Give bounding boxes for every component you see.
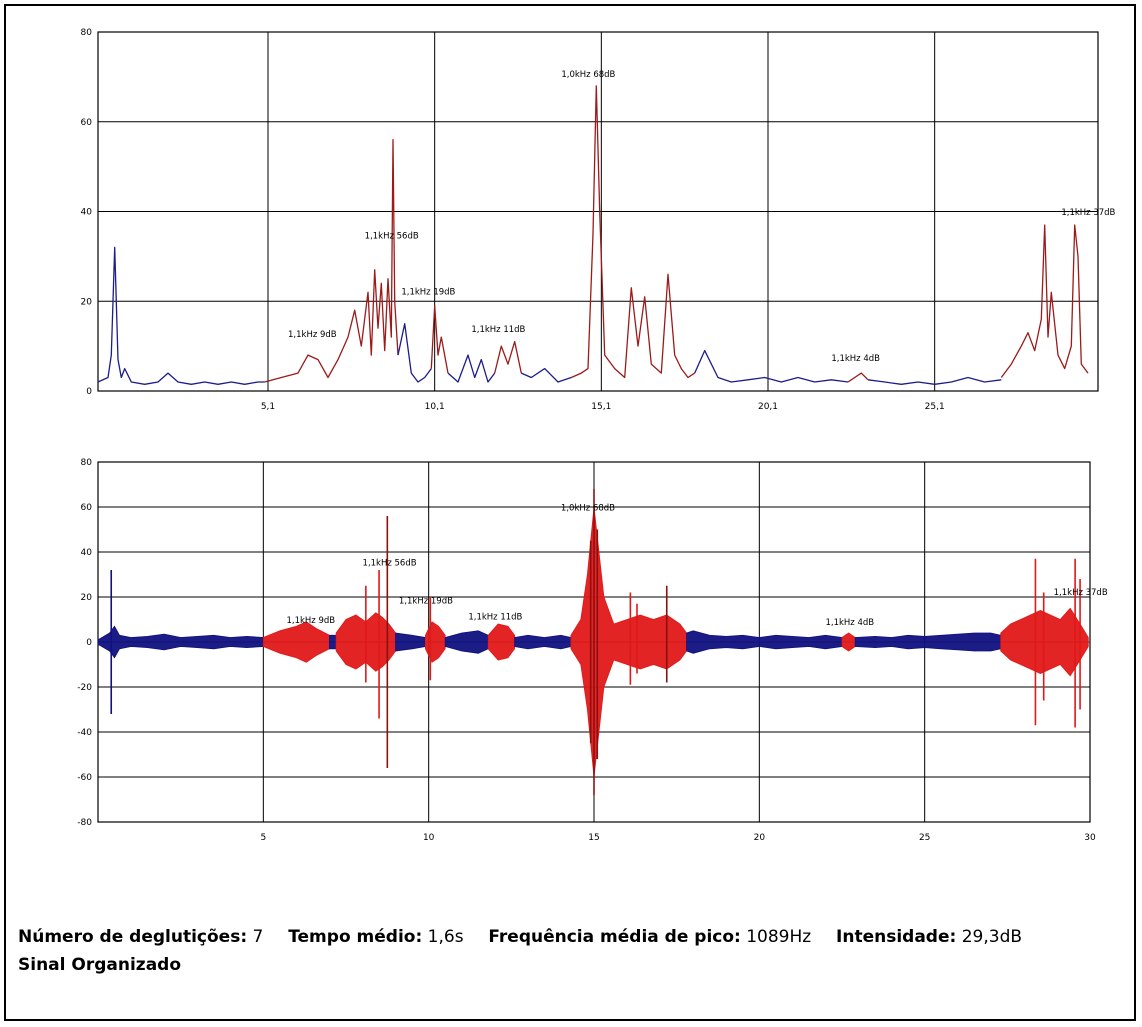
y-tick-label: -60 xyxy=(77,773,92,783)
waveform-chart: -80 -60 -40 -20 0 20 40 60 80 5 10 15 20 25 30 1,1kHz 9… xyxy=(77,458,1108,843)
y-tick-label: -80 xyxy=(77,818,92,828)
peak-frequency-value: 1089Hz xyxy=(746,927,812,947)
spectrum-series-line xyxy=(521,367,572,383)
y-tick-label: 80 xyxy=(81,458,93,468)
waveform-envelope-event xyxy=(262,621,330,663)
intensity-value: 29,3dB xyxy=(961,927,1023,947)
x-tick-label: 5 xyxy=(260,833,266,843)
x-tick-label: 25 xyxy=(919,833,930,843)
figure-frame xyxy=(4,4,1136,1021)
peak-annotation: 1,1kHz 56dB xyxy=(365,231,419,241)
peak-annotation: 1,1kHz 11dB xyxy=(471,325,525,335)
spectrum-series-line xyxy=(264,139,399,383)
peak-annotation: 1,1kHz 56dB xyxy=(363,559,417,569)
peak-annotation: 1,1kHz 4dB xyxy=(825,618,874,628)
peak-annotation: 1,1kHz 4dB xyxy=(831,354,880,364)
x-tick-label: 25,1 xyxy=(925,402,945,412)
peak-annotation: 1,1kHz 37dB xyxy=(1054,588,1108,598)
y-tick-label: 40 xyxy=(81,208,93,218)
swallows-value: 7 xyxy=(252,927,264,947)
peak-annotation: 1,0kHz 68dB xyxy=(561,70,615,80)
peak-annotation: 1,1kHz 19dB xyxy=(401,288,455,298)
waveform-envelope-baseline xyxy=(854,632,1002,652)
y-tick-label: 20 xyxy=(81,297,93,307)
y-tick-label: -20 xyxy=(77,683,92,693)
waveform-envelope-baseline xyxy=(686,630,843,654)
waveform-envelope-baseline xyxy=(395,632,426,652)
y-tick-label: 60 xyxy=(81,118,93,128)
mean-time-label: Tempo médio: xyxy=(288,927,423,947)
waveform-envelope-baseline xyxy=(97,625,264,659)
waveform-envelope-event xyxy=(570,506,687,778)
summary-panel: Número de deglutições: 7 Tempo médio: 1,… xyxy=(18,923,1128,979)
swallows-label: Número de deglutições: xyxy=(18,927,248,947)
waveform-envelope-event xyxy=(487,623,515,661)
spectrum-series-line xyxy=(494,340,522,374)
x-tick-label: 15 xyxy=(588,833,599,843)
y-tick-label: -40 xyxy=(77,728,92,738)
peak-annotation: 1,1kHz 9dB xyxy=(288,330,337,340)
spectrum-series-line xyxy=(571,85,696,379)
x-tick-label: 20 xyxy=(754,833,766,843)
spectrum-series-line xyxy=(847,372,869,383)
peak-annotation: 1,1kHz 11dB xyxy=(468,613,522,623)
peak-annotation: 1,1kHz 37dB xyxy=(1061,208,1115,218)
plot-border xyxy=(97,31,1099,392)
y-tick-label: 40 xyxy=(81,548,93,558)
peak-annotation: 1,1kHz 9dB xyxy=(286,616,335,626)
x-tick-label: 10,1 xyxy=(425,402,445,412)
x-tick-label: 20,1 xyxy=(758,402,778,412)
peak-frequency-label: Frequência média de pico: xyxy=(488,927,741,947)
spectrum-series-line xyxy=(694,349,849,383)
waveform-envelope-event xyxy=(841,632,856,652)
spectrum-peak-chart: 0 20 40 60 80 5,1 10,1 15,1 20,1 25,1 1,1kHz 9dB 1,… xyxy=(81,28,1116,412)
x-tick-label: 5,1 xyxy=(261,402,275,412)
x-tick-label: 30 xyxy=(1084,833,1096,843)
spectrum-series-line xyxy=(867,376,1002,385)
y-tick-label: 0 xyxy=(86,387,92,397)
spectrum-series-line xyxy=(1000,224,1089,378)
waveform-envelope-baseline xyxy=(444,630,489,654)
x-tick-label: 15,1 xyxy=(591,402,611,412)
waveform-envelope-baseline xyxy=(329,634,337,650)
spectrum-series-line xyxy=(97,246,265,385)
y-tick-label: 20 xyxy=(81,593,93,603)
spectrum-series-line xyxy=(397,323,432,383)
mean-time-value: 1,6s xyxy=(427,927,464,947)
waveform-envelope-baseline xyxy=(514,634,572,650)
spectrum-series-line xyxy=(430,305,449,374)
peak-annotation: 1,0kHz 68dB xyxy=(561,503,615,513)
y-tick-label: 0 xyxy=(86,638,92,648)
x-tick-label: 10 xyxy=(423,833,435,843)
signal-classification: Sinal Organizado xyxy=(18,955,182,975)
y-tick-label: 80 xyxy=(81,28,93,38)
y-tick-label: 60 xyxy=(81,503,93,513)
intensity-label: Intensidade: xyxy=(836,927,957,947)
peak-annotation: 1,1kHz 19dB xyxy=(399,596,453,606)
spectrum-series-line xyxy=(447,354,496,383)
summary-metrics-row: Número de deglutições: 7 Tempo médio: 1,… xyxy=(18,923,1128,951)
